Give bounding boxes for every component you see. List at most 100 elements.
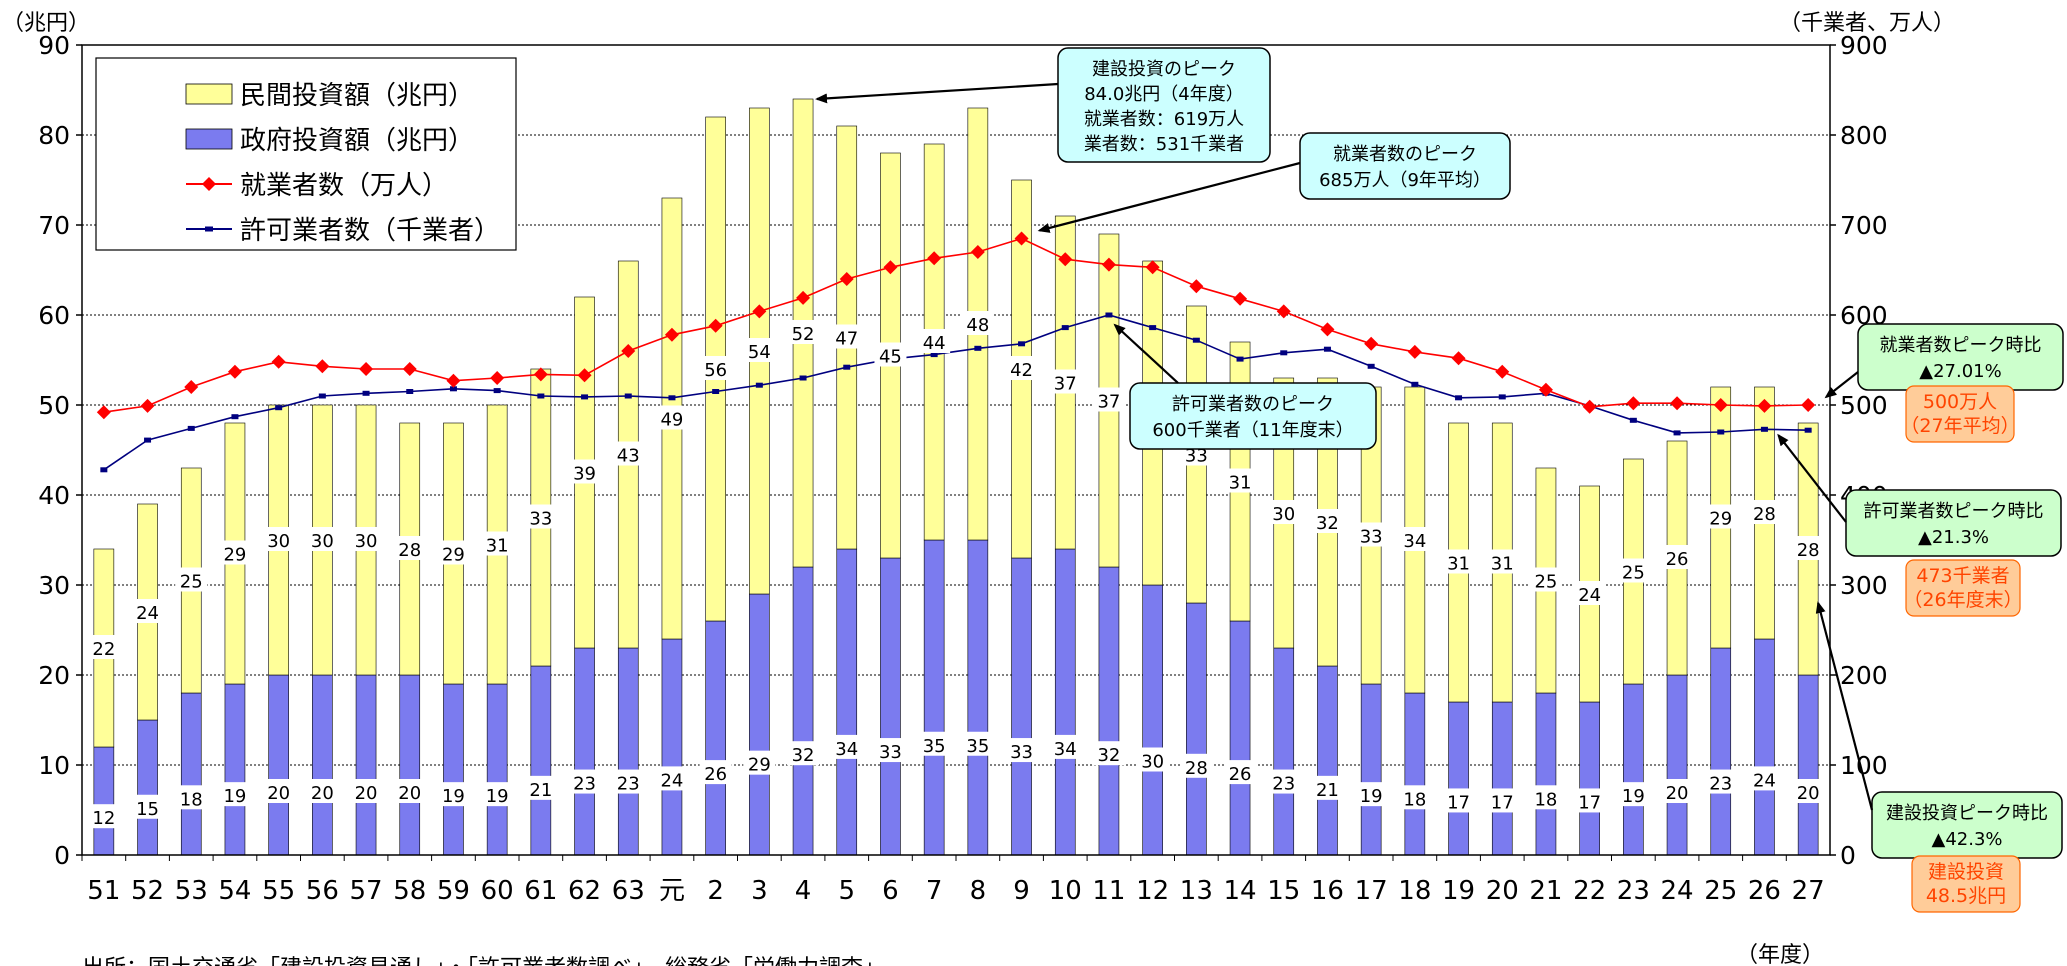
data-label-bg — [918, 329, 951, 353]
data-label-government: 18 — [180, 789, 203, 810]
data-label-private: 42 — [1010, 360, 1033, 381]
marker-permit-count — [799, 375, 807, 381]
x-tick-label: 8 — [970, 876, 987, 906]
y-right-tick-label: 800 — [1840, 121, 1888, 150]
worker-peak-box — [1299, 132, 1511, 200]
data-label-bg — [87, 635, 120, 659]
data-label-bg — [1442, 788, 1475, 813]
data-label-private: 30 — [355, 531, 378, 552]
data-label-bg — [1529, 567, 1562, 592]
data-label-private: 56 — [704, 360, 727, 381]
data-label-government: 20 — [1666, 783, 1689, 804]
bar-government — [880, 557, 901, 856]
data-label-bg — [1486, 549, 1519, 574]
data-label-government: 32 — [1097, 745, 1120, 766]
bar-government — [1797, 674, 1819, 856]
worker-peak-arrow — [1037, 161, 1301, 233]
data-label-government: 18 — [1403, 789, 1426, 810]
marker-permit-count — [493, 388, 501, 394]
data-label-bg — [1092, 741, 1125, 766]
data-label-bg — [1661, 779, 1694, 803]
data-label-bg — [1486, 788, 1519, 813]
x-tick-label: 4 — [795, 876, 812, 906]
data-label-bg — [787, 741, 820, 766]
invest-cmp-sub-box — [1911, 855, 2021, 913]
marker-permit-count — [581, 394, 589, 400]
data-label-bg — [1442, 549, 1475, 574]
data-label-private: 45 — [879, 347, 902, 368]
bar-government — [1448, 701, 1469, 856]
marker-permit-count — [668, 395, 676, 401]
marker-permit-count — [843, 364, 851, 370]
data-label-private: 22 — [92, 639, 115, 660]
data-label-private: 31 — [1491, 554, 1514, 575]
data-label-bg — [262, 527, 295, 551]
marker-worker-count — [96, 405, 111, 420]
y-left-tick-label: 10 — [38, 751, 70, 780]
data-label-government: 26 — [1229, 764, 1252, 785]
data-label-bg — [393, 536, 426, 560]
bar-government — [268, 674, 289, 856]
marker-permit-count — [187, 425, 195, 431]
data-label-government: 20 — [1797, 783, 1820, 804]
marker-permit-count — [1673, 430, 1681, 436]
line-worker-count — [103, 237, 1809, 413]
data-label-private: 34 — [1403, 531, 1426, 552]
bar-government — [312, 674, 333, 856]
data-label-private: 30 — [311, 531, 334, 552]
bar-government — [180, 692, 202, 856]
data-label-government: 33 — [1010, 742, 1033, 763]
bar-government — [1273, 647, 1295, 856]
marker-worker-count — [577, 368, 592, 383]
x-tick-label: 53 — [175, 876, 208, 906]
x-tick-label: 61 — [524, 876, 557, 906]
data-label-bg — [1573, 581, 1606, 605]
x-tick-label: 20 — [1486, 876, 1519, 906]
data-label-bg — [1136, 747, 1169, 772]
data-label-bg — [1049, 734, 1082, 759]
permit-cmp-sub-text: 473千業者 — [1916, 565, 2009, 587]
data-label-private: 25 — [1534, 572, 1557, 593]
x-tick-label: 52 — [131, 876, 164, 906]
annotations: 建設投資のピーク84.0兆円（4年度）就業者数：619万人業者数：531千業者就… — [82, 47, 2064, 966]
data-label-bg — [481, 782, 514, 807]
marker-permit-count — [1105, 312, 1113, 318]
marker-worker-count — [1058, 252, 1073, 267]
marker-worker-count — [1145, 260, 1160, 275]
legend: 民間投資額（兆円） 政府投資額（兆円） 就業者数（万人） 許可業者数（千業者） — [95, 57, 517, 251]
marker-permit-count — [1018, 341, 1026, 347]
x-tick-label: 25 — [1704, 876, 1737, 906]
marker-worker-count — [1670, 396, 1685, 411]
data-label-bg — [1267, 500, 1300, 524]
marker-permit-count — [231, 414, 239, 420]
data-label-bg — [1704, 769, 1737, 794]
marker-worker-count — [315, 359, 330, 374]
data-label-private: 25 — [180, 572, 203, 593]
bar-government — [93, 746, 115, 856]
legend-label: 民間投資額（兆円） — [240, 81, 474, 111]
data-label-bg — [306, 527, 339, 551]
data-label-private: 52 — [792, 324, 815, 345]
x-tick-label: 26 — [1748, 876, 1781, 906]
bar-government — [224, 683, 246, 856]
marker-permit-count — [1498, 394, 1506, 400]
data-label-bg — [437, 782, 470, 807]
bar-government — [1011, 557, 1032, 856]
x-tick-label: 12 — [1136, 876, 1169, 906]
data-label-private: 43 — [617, 446, 640, 467]
data-label-government: 33 — [879, 742, 902, 763]
data-label-government: 19 — [1622, 786, 1645, 807]
x-tick-label: 11 — [1092, 876, 1125, 906]
data-label-bg — [350, 779, 383, 803]
data-label-government: 17 — [1491, 792, 1514, 813]
data-label-bg — [1355, 522, 1388, 547]
data-label-bg — [1398, 527, 1431, 551]
data-label-government: 23 — [573, 774, 596, 795]
bar-government — [792, 566, 814, 856]
data-label-private: 29 — [1709, 509, 1732, 530]
data-label-government: 35 — [966, 736, 989, 757]
data-label-bg — [1224, 760, 1257, 785]
data-label-government: 19 — [486, 786, 509, 807]
marker-worker-count — [1757, 398, 1772, 413]
marker-worker-count — [271, 354, 286, 369]
